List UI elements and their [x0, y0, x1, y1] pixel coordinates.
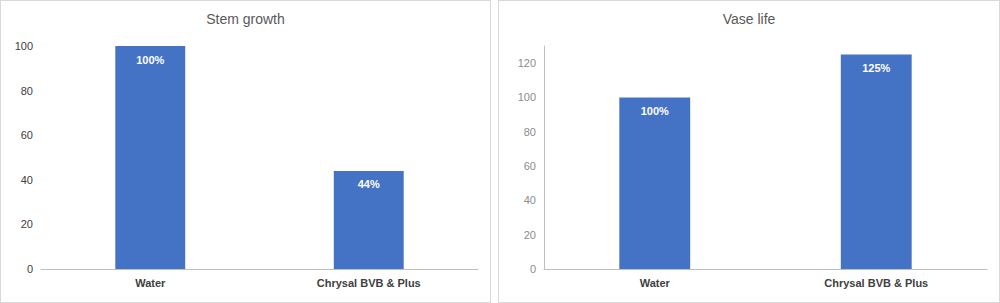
svg-text:Water: Water [640, 277, 671, 289]
svg-text:0: 0 [530, 263, 536, 275]
svg-text:120: 120 [518, 57, 536, 69]
svg-text:44%: 44% [358, 178, 380, 190]
svg-text:40: 40 [524, 194, 536, 206]
svg-text:125%: 125% [862, 62, 890, 74]
svg-text:20: 20 [21, 218, 33, 230]
svg-text:20: 20 [524, 229, 536, 241]
svg-text:60: 60 [524, 160, 536, 172]
svg-text:40: 40 [21, 174, 33, 186]
svg-text:80: 80 [524, 126, 536, 138]
svg-text:100%: 100% [641, 105, 669, 117]
svg-text:Stem growth: Stem growth [206, 11, 285, 27]
svg-text:100%: 100% [136, 54, 164, 66]
svg-text:60: 60 [21, 129, 33, 141]
svg-text:80: 80 [21, 85, 33, 97]
svg-text:Water: Water [135, 277, 166, 289]
svg-text:100: 100 [15, 40, 33, 52]
svg-text:Chrysal BVB & Plus: Chrysal BVB & Plus [824, 277, 928, 289]
svg-text:0: 0 [27, 263, 33, 275]
svg-text:Chrysal BVB & Plus: Chrysal BVB & Plus [317, 277, 421, 289]
svg-text:Vase life: Vase life [723, 11, 776, 27]
svg-text:100: 100 [518, 91, 536, 103]
